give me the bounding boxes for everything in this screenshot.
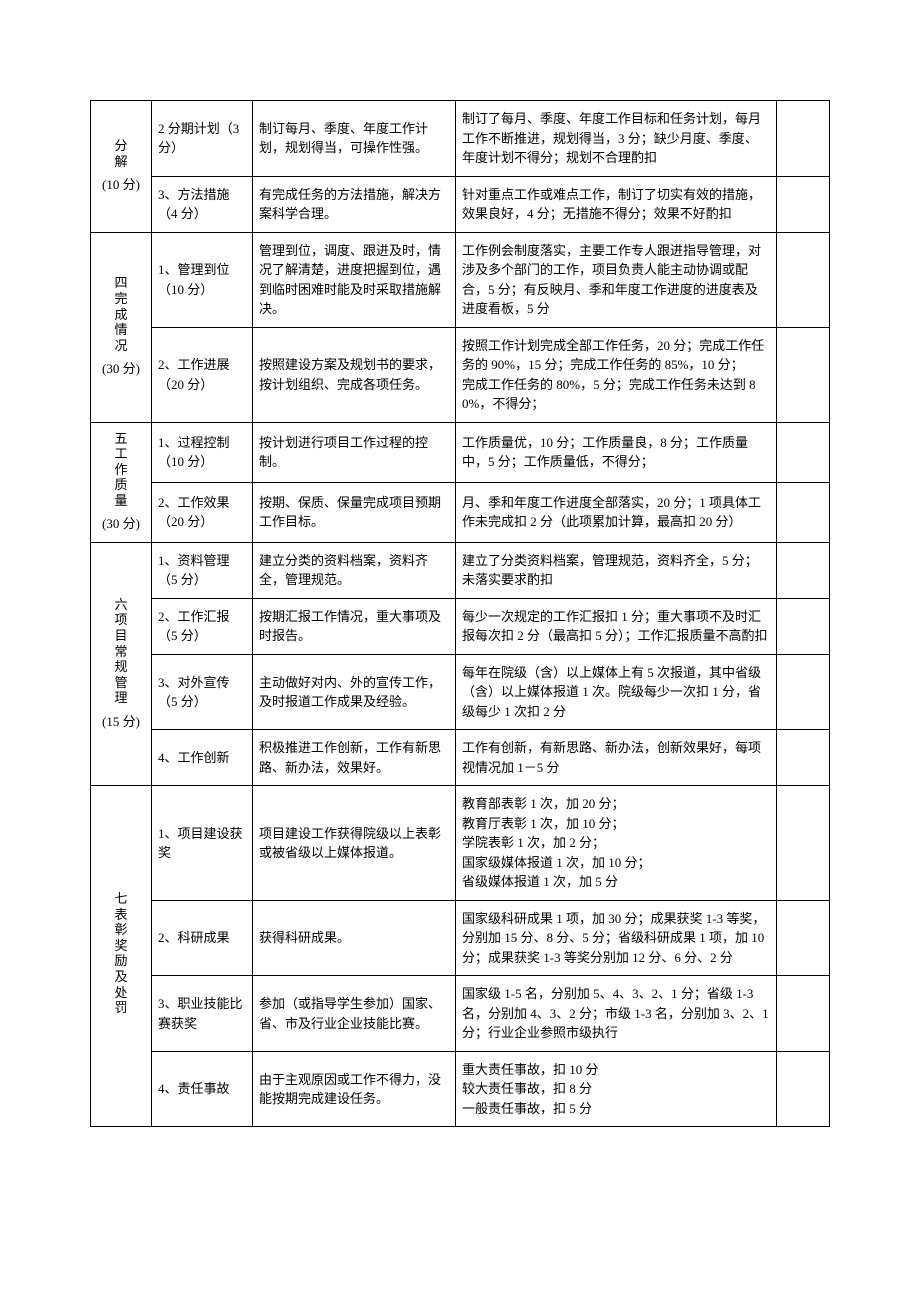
standard-cell: 制订了每月、季度、年度工作目标和任务计划，每月工作不断推进，规划得当，3 分；缺…: [456, 101, 777, 177]
empty-cell: [777, 598, 830, 654]
standard-cell: 按照工作计划完成全部工作任务，20 分；完成工作任务的 90%，15 分；完成工…: [456, 327, 777, 422]
table-row: 2、科研成果 获得科研成果。 国家级科研成果 1 项，加 30 分；成果获奖 1…: [91, 900, 830, 976]
category-points: (15 分): [97, 712, 145, 732]
category-cell: 四完成情况 (30 分): [91, 232, 152, 422]
empty-cell: [777, 232, 830, 327]
category-points: (10 分): [97, 175, 145, 195]
standard-cell: 每年在院级（含）以上媒体上有 5 次报道，其中省级（含）以上媒体报道 1 次。院…: [456, 654, 777, 730]
requirement-cell: 建立分类的资料档案，资料齐全，管理规范。: [253, 542, 456, 598]
category-label: 分解: [115, 138, 128, 169]
standard-cell: 每少一次规定的工作汇报扣 1 分；重大事项不及时汇报每次扣 2 分（最高扣 5 …: [456, 598, 777, 654]
item-cell: 1、项目建设获奖: [152, 786, 253, 901]
table-row: 2、工作汇报（5 分） 按期汇报工作情况，重大事项及时报告。 每少一次规定的工作…: [91, 598, 830, 654]
item-cell: 4、工作创新: [152, 730, 253, 786]
table-row: 四完成情况 (30 分) 1、管理到位（10 分） 管理到位，调度、跟进及时，情…: [91, 232, 830, 327]
evaluation-table: 分解 (10 分) 2 分期计划（3 分） 制订每月、季度、年度工作计划，规划得…: [90, 100, 830, 1127]
category-points: (30 分): [97, 359, 145, 379]
empty-cell: [777, 976, 830, 1052]
empty-cell: [777, 422, 830, 482]
standard-cell: 建立了分类资料档案，管理规范，资料齐全，5 分；未落实要求酌扣: [456, 542, 777, 598]
category-cell: 六项目常规管理 (15 分): [91, 542, 152, 786]
category-cell: 分解 (10 分): [91, 101, 152, 233]
requirement-cell: 有完成任务的方法措施，解决方案科学合理。: [253, 176, 456, 232]
item-cell: 3、对外宣传（5 分）: [152, 654, 253, 730]
item-cell: 1、资料管理（5 分）: [152, 542, 253, 598]
item-cell: 1、管理到位（10 分）: [152, 232, 253, 327]
category-label: 四完成情况: [115, 275, 128, 353]
standard-cell: 工作质量优，10 分；工作质量良，8 分；工作质量中，5 分；工作质量低，不得分…: [456, 422, 777, 482]
standard-cell: 工作例会制度落实，主要工作专人跟进指导管理，对涉及多个部门的工作，项目负责人能主…: [456, 232, 777, 327]
table-row: 3、对外宣传（5 分） 主动做好对内、外的宣传工作，及时报道工作成果及经验。 每…: [91, 654, 830, 730]
item-cell: 2、工作效果（20 分）: [152, 482, 253, 542]
item-cell: 1、过程控制（10 分）: [152, 422, 253, 482]
empty-cell: [777, 900, 830, 976]
category-cell: 七表彰奖励及处罚: [91, 786, 152, 1127]
item-cell: 2、工作汇报（5 分）: [152, 598, 253, 654]
standard-cell: 国家级科研成果 1 项，加 30 分；成果获奖 1-3 等奖，分别加 15 分、…: [456, 900, 777, 976]
item-cell: 2、工作进展（20 分）: [152, 327, 253, 422]
requirement-cell: 按照建设方案及规划书的要求，按计划组织、完成各项任务。: [253, 327, 456, 422]
category-label: 六项目常规管理: [115, 597, 128, 706]
empty-cell: [777, 542, 830, 598]
empty-cell: [777, 327, 830, 422]
category-label: 七表彰奖励及处罚: [115, 891, 128, 1016]
item-cell: 3、职业技能比赛获奖: [152, 976, 253, 1052]
table-row: 4、责任事故 由于主观原因或工作不得力，没能按期完成建设任务。 重大责任事故，扣…: [91, 1051, 830, 1127]
empty-cell: [777, 1051, 830, 1127]
category-cell: 五工作质量 (30 分): [91, 422, 152, 542]
table-row: 4、工作创新 积极推进工作创新，工作有新思路、新办法，效果好。 工作有创新，有新…: [91, 730, 830, 786]
empty-cell: [777, 654, 830, 730]
empty-cell: [777, 101, 830, 177]
standard-cell: 针对重点工作或难点工作，制订了切实有效的措施，效果良好，4 分；无措施不得分；效…: [456, 176, 777, 232]
requirement-cell: 积极推进工作创新，工作有新思路、新办法，效果好。: [253, 730, 456, 786]
item-cell: 4、责任事故: [152, 1051, 253, 1127]
category-points: (30 分): [97, 514, 145, 534]
requirement-cell: 按期汇报工作情况，重大事项及时报告。: [253, 598, 456, 654]
requirement-cell: 由于主观原因或工作不得力，没能按期完成建设任务。: [253, 1051, 456, 1127]
empty-cell: [777, 730, 830, 786]
empty-cell: [777, 786, 830, 901]
standard-cell: 重大责任事故，扣 10 分较大责任事故，扣 8 分一般责任事故，扣 5 分: [456, 1051, 777, 1127]
table-row: 3、方法措施（4 分） 有完成任务的方法措施，解决方案科学合理。 针对重点工作或…: [91, 176, 830, 232]
empty-cell: [777, 176, 830, 232]
item-cell: 2 分期计划（3 分）: [152, 101, 253, 177]
empty-cell: [777, 482, 830, 542]
standard-cell: 工作有创新，有新思路、新办法，创新效果好，每项视情况加 1－5 分: [456, 730, 777, 786]
standard-cell: 国家级 1-5 名，分别加 5、4、3、2、1 分；省级 1-3 名，分别加 4…: [456, 976, 777, 1052]
table-row: 3、职业技能比赛获奖 参加（或指导学生参加）国家、省、市及行业企业技能比赛。 国…: [91, 976, 830, 1052]
item-cell: 3、方法措施（4 分）: [152, 176, 253, 232]
document-page: 分解 (10 分) 2 分期计划（3 分） 制订每月、季度、年度工作计划，规划得…: [0, 0, 920, 1187]
table-row: 六项目常规管理 (15 分) 1、资料管理（5 分） 建立分类的资料档案，资料齐…: [91, 542, 830, 598]
category-label: 五工作质量: [115, 431, 128, 509]
requirement-cell: 按期、保质、保量完成项目预期工作目标。: [253, 482, 456, 542]
requirement-cell: 项目建设工作获得院级以上表彰或被省级以上媒体报道。: [253, 786, 456, 901]
requirement-cell: 制订每月、季度、年度工作计划，规划得当，可操作性强。: [253, 101, 456, 177]
standard-cell: 月、季和年度工作进度全部落实，20 分；1 项具体工作未完成扣 2 分（此项累加…: [456, 482, 777, 542]
requirement-cell: 按计划进行项目工作过程的控制。: [253, 422, 456, 482]
requirement-cell: 管理到位，调度、跟进及时，情况了解清楚，进度把握到位，遇到临时困难时能及时采取措…: [253, 232, 456, 327]
table-row: 七表彰奖励及处罚 1、项目建设获奖 项目建设工作获得院级以上表彰或被省级以上媒体…: [91, 786, 830, 901]
requirement-cell: 主动做好对内、外的宣传工作，及时报道工作成果及经验。: [253, 654, 456, 730]
table-row: 2、工作效果（20 分） 按期、保质、保量完成项目预期工作目标。 月、季和年度工…: [91, 482, 830, 542]
requirement-cell: 获得科研成果。: [253, 900, 456, 976]
table-row: 分解 (10 分) 2 分期计划（3 分） 制订每月、季度、年度工作计划，规划得…: [91, 101, 830, 177]
table-row: 五工作质量 (30 分) 1、过程控制（10 分） 按计划进行项目工作过程的控制…: [91, 422, 830, 482]
item-cell: 2、科研成果: [152, 900, 253, 976]
standard-cell: 教育部表彰 1 次，加 20 分；教育厅表彰 1 次，加 10 分；学院表彰 1…: [456, 786, 777, 901]
requirement-cell: 参加（或指导学生参加）国家、省、市及行业企业技能比赛。: [253, 976, 456, 1052]
table-row: 2、工作进展（20 分） 按照建设方案及规划书的要求，按计划组织、完成各项任务。…: [91, 327, 830, 422]
